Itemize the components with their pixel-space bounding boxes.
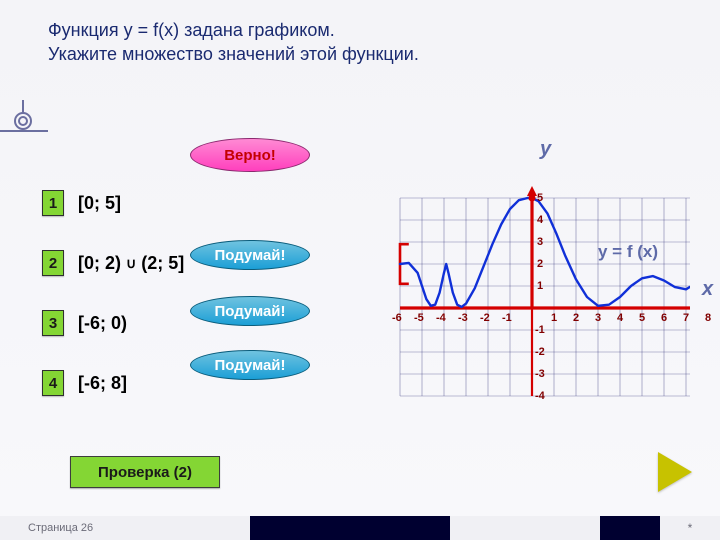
tick: 6	[661, 312, 667, 324]
tick: 7	[683, 312, 689, 324]
option-text-3: [-6; 0)	[78, 313, 127, 334]
side-decoration-line	[0, 130, 48, 132]
footer-page: Страница 26	[0, 516, 250, 540]
callout-correct: Верно!	[190, 138, 310, 172]
tick: 5	[639, 312, 645, 324]
check-button[interactable]: Проверка (2)	[70, 456, 220, 488]
option-4[interactable]: 4 [-6; 8]	[42, 370, 127, 396]
callout-think-2: Подумай!	[190, 296, 310, 326]
tick: -4	[436, 312, 446, 324]
option-1[interactable]: 1 [0; 5]	[42, 190, 121, 216]
option-num-1: 1	[42, 190, 64, 216]
tick: 4	[617, 312, 623, 324]
option-num-4: 4	[42, 370, 64, 396]
option-text-1: [0; 5]	[78, 193, 121, 214]
footer-mark: *	[660, 516, 720, 540]
fn-label: y = f (x)	[598, 242, 658, 262]
option-2[interactable]: 2 [0; 2) ∪ (2; 5]	[42, 250, 184, 276]
chart-svg	[330, 160, 690, 420]
tick: -3	[458, 312, 468, 324]
tick: -2	[480, 312, 490, 324]
tick: 1	[537, 280, 543, 292]
tick: 5	[537, 192, 543, 204]
tick: 3	[595, 312, 601, 324]
footer-seg-b	[250, 516, 450, 540]
footer-seg-d	[600, 516, 660, 540]
tick: 4	[537, 214, 543, 226]
tick: -1	[502, 312, 512, 324]
option-text-4: [-6; 8]	[78, 373, 127, 394]
tick: 3	[537, 236, 543, 248]
option-3[interactable]: 3 [-6; 0)	[42, 310, 127, 336]
tick: 1	[551, 312, 557, 324]
callout-think-3: Подумай!	[190, 350, 310, 380]
tick: 2	[573, 312, 579, 324]
axis-label-y: y	[540, 138, 551, 161]
tick: -2	[535, 346, 545, 358]
chart: y x y = f (x) -6-5-4-3-2-11234567812345-…	[330, 160, 690, 420]
next-button[interactable]	[658, 452, 692, 492]
tick: 8	[705, 312, 711, 324]
tick: -5	[414, 312, 424, 324]
axis-label-x: x	[702, 278, 713, 301]
problem-text: Функция у = f(x) задана графиком. Укажит…	[48, 18, 419, 67]
footer: Страница 26 *	[0, 516, 720, 540]
option-num-3: 3	[42, 310, 64, 336]
option-num-2: 2	[42, 250, 64, 276]
problem-line1: Функция у = f(x) задана графиком.	[48, 18, 419, 42]
tick: -6	[392, 312, 402, 324]
footer-seg-c	[450, 516, 600, 540]
tick: 2	[537, 258, 543, 270]
option-text-2: [0; 2) ∪ (2; 5]	[78, 253, 184, 274]
tick: -4	[535, 390, 545, 402]
tick: -1	[535, 324, 545, 336]
problem-line2: Укажите множество значений этой функции.	[48, 42, 419, 66]
tick: -3	[535, 368, 545, 380]
callout-think-1: Подумай!	[190, 240, 310, 270]
